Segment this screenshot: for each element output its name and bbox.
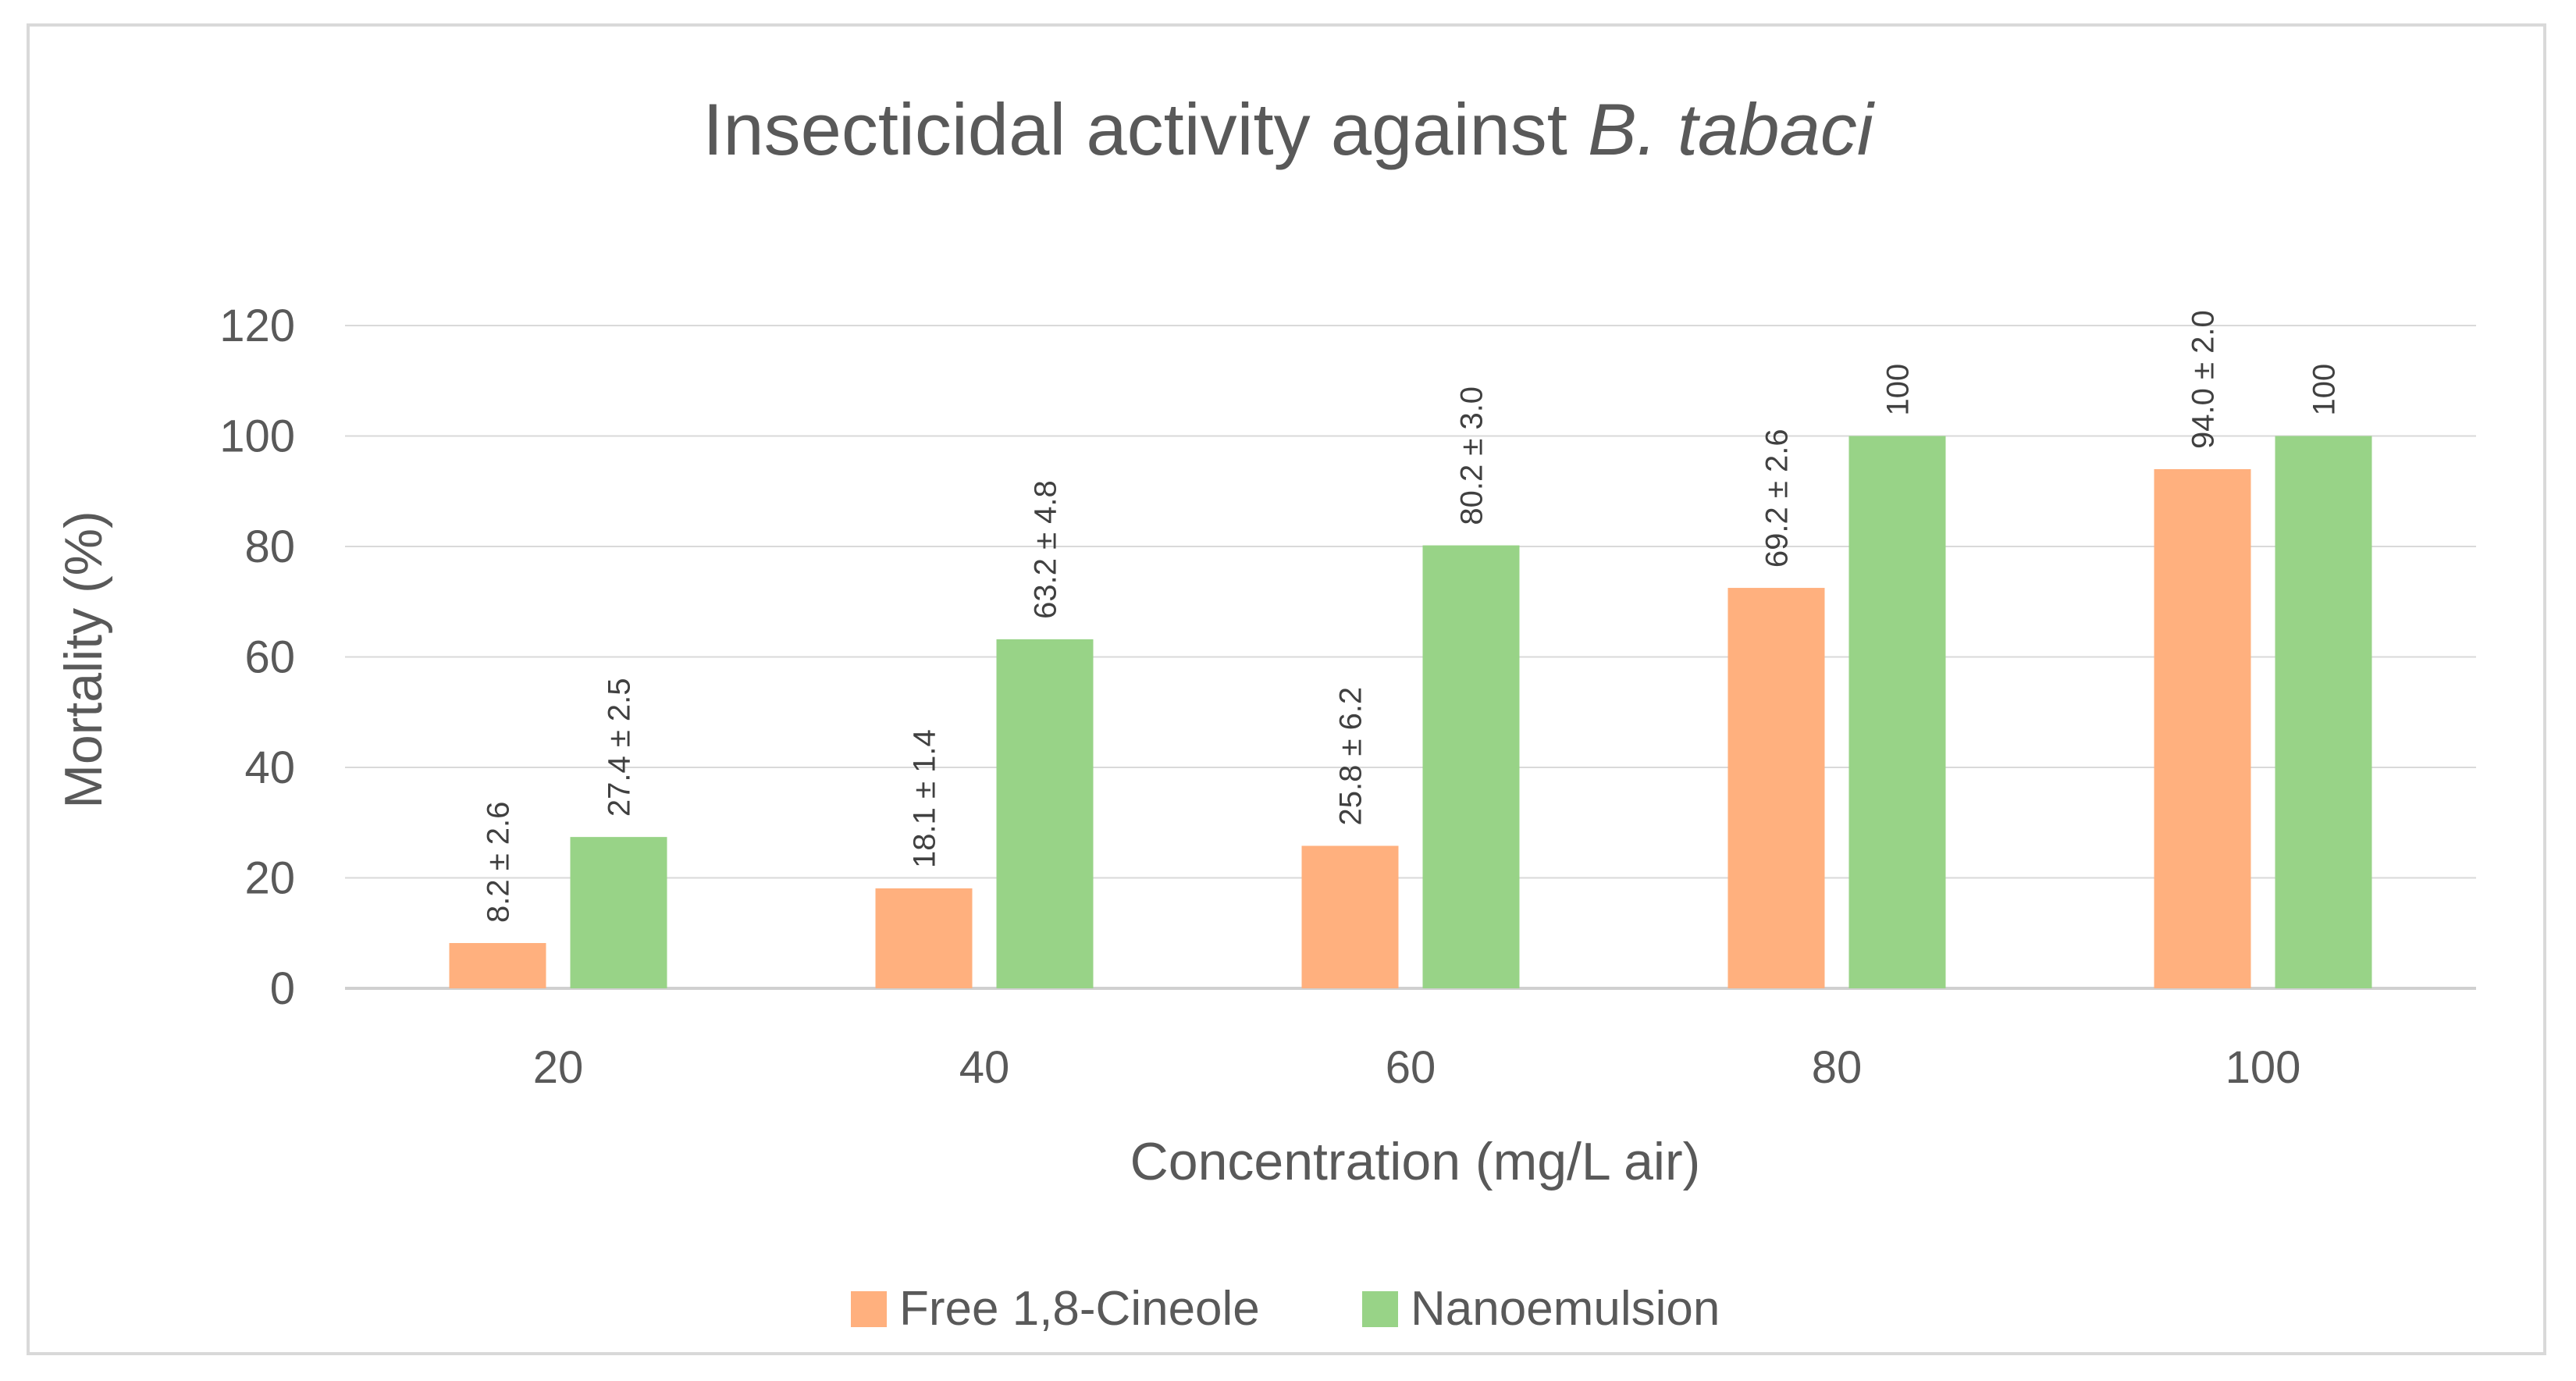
bar-free-cineole-100 (2154, 468, 2251, 988)
y-tick-labels: 0 20 40 60 80 100 120 (219, 301, 295, 1014)
x-tick-labels: 20 40 60 80 100 (533, 1042, 2301, 1093)
legend-swatch (1362, 1291, 1398, 1327)
y-tick-label: 0 (270, 963, 295, 1014)
legend: Free 1,8-Cineole Nanoemulsion (851, 1282, 1720, 1336)
data-label: 69.2 ± 2.6 (1760, 429, 1795, 568)
data-label: 18.1 ± 1.4 (908, 729, 942, 868)
y-axis-title: Mortality (%) (54, 511, 113, 809)
x-axis-title: Concentration (mg/L air) (1130, 1132, 1701, 1191)
bar-free-cineole-40 (875, 888, 973, 988)
x-tick-label: 60 (1386, 1042, 1436, 1093)
y-tick-label: 20 (244, 853, 295, 904)
x-tick-label: 20 (533, 1042, 584, 1093)
y-tick-label: 100 (219, 411, 295, 462)
legend-label: Nanoemulsion (1411, 1282, 1720, 1336)
gridlines (345, 325, 2476, 990)
legend-swatch (851, 1291, 887, 1327)
chart-title-species: B. tabaci (1588, 88, 1875, 170)
bar-nanoemulsion-20 (570, 837, 667, 988)
data-label: 94.0 ± 2.0 (2186, 310, 2221, 449)
bar-nanoemulsion-80 (1848, 436, 1946, 988)
y-tick-label: 80 (244, 521, 295, 572)
bar-nanoemulsion-100 (2275, 436, 2372, 988)
bar-nanoemulsion-60 (1422, 545, 1520, 988)
x-tick-label: 100 (2226, 1042, 2301, 1093)
bar-free-cineole-20 (449, 942, 546, 988)
y-tick-label: 40 (244, 742, 295, 793)
data-label: 63.2 ± 4.8 (1029, 480, 1063, 619)
data-label: 100 (1881, 364, 1916, 416)
chart-frame (27, 23, 2546, 1355)
data-label: 100 (2307, 364, 2342, 416)
data-label: 80.2 ± 3.0 (1455, 386, 1489, 525)
bars (449, 436, 2372, 988)
data-label: 27.4 ± 2.5 (603, 678, 637, 817)
x-tick-label: 40 (959, 1042, 1010, 1093)
y-tick-label: 120 (219, 301, 295, 351)
data-labels: 8.2 ± 2.6 27.4 ± 2.5 18.1 ± 1.4 63.2 ± 4.8 2… (482, 310, 2342, 923)
bar-free-cineole-60 (1301, 845, 1399, 988)
data-label: 8.2 ± 2.6 (482, 802, 516, 923)
y-tick-label: 60 (244, 632, 295, 683)
bar-free-cineole-80 (1727, 588, 1825, 988)
chart-title: Insecticidal activity against B. tabaci (703, 88, 1875, 170)
data-label: 25.8 ± 6.2 (1334, 687, 1368, 826)
bar-nanoemulsion-40 (996, 639, 1094, 988)
chart-title-main: Insecticidal activity against (703, 88, 1567, 170)
legend-label: Free 1,8-Cineole (899, 1282, 1260, 1336)
x-tick-label: 80 (1812, 1042, 1863, 1093)
